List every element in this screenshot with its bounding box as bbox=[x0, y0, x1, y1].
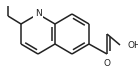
Text: N: N bbox=[35, 9, 41, 18]
Text: O: O bbox=[104, 59, 111, 69]
Text: OH: OH bbox=[128, 40, 138, 50]
